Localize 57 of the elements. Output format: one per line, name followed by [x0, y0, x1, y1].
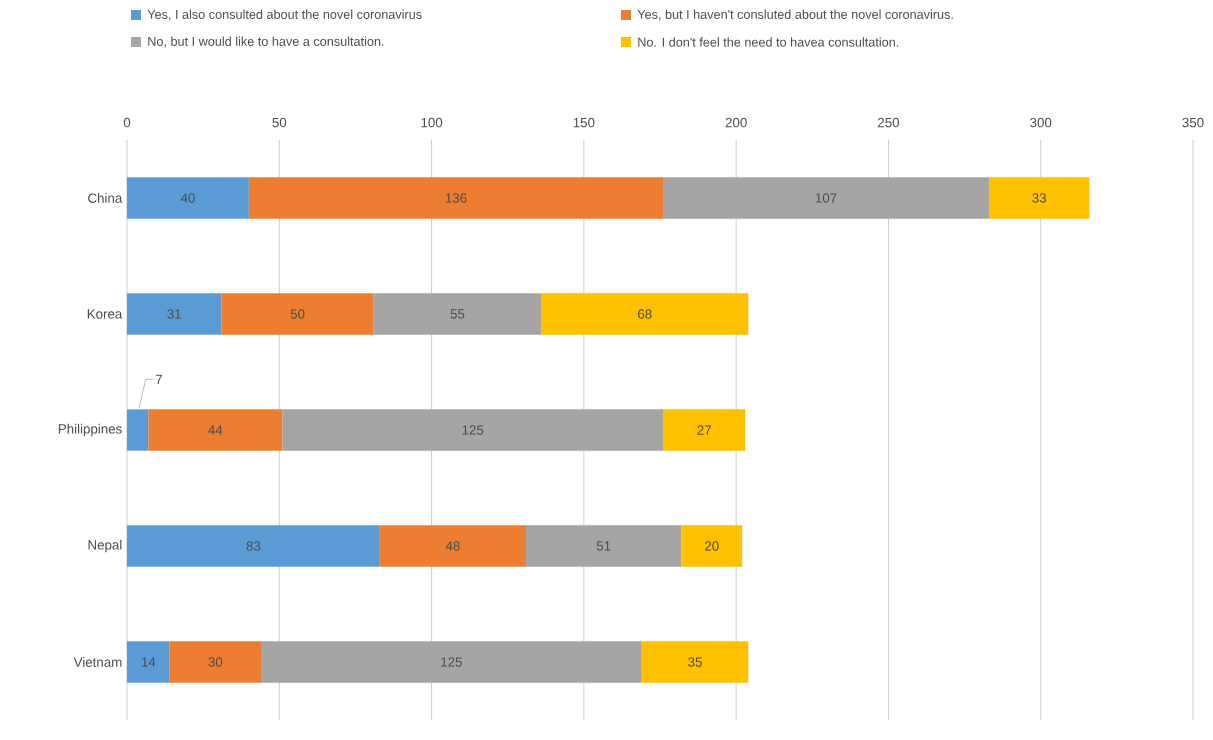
y-tick-label: Korea [87, 309, 123, 319]
data-label: 48 [445, 541, 460, 551]
y-tick-label: Vietnam [73, 657, 122, 667]
data-label: 125 [441, 657, 462, 667]
data-label: 27 [697, 425, 711, 435]
bar [525, 525, 682, 567]
data-label: 51 [596, 541, 611, 551]
y-tick-label: Nepal [88, 539, 122, 553]
y-tick-label: China [88, 193, 123, 203]
data-label: 31 [167, 309, 181, 319]
bar [641, 641, 749, 683]
x-tick-label: 100 [421, 117, 443, 128]
bar [261, 641, 642, 683]
bar [169, 641, 262, 683]
bar [373, 293, 542, 335]
bar [988, 177, 1090, 219]
y-tick-label: Philippines [58, 423, 122, 437]
data-label: 83 [246, 541, 261, 551]
data-label: 44 [208, 425, 223, 435]
x-tick-label: 250 [877, 117, 900, 128]
bar [248, 177, 664, 219]
bar [681, 525, 743, 567]
data-label: 55 [450, 309, 465, 319]
data-label: 125 [462, 425, 484, 435]
bar [148, 409, 283, 451]
data-label: 68 [638, 309, 652, 319]
x-tick-label: 300 [1030, 117, 1052, 128]
legend-label: No, but I would like to have a consultation. [148, 36, 384, 48]
legend-label: No. I don't feel the need to havea consultation. [638, 37, 899, 47]
legend-label: Yes, but I haven't consluted about the novel coronavirus. [637, 9, 953, 21]
bar [663, 177, 989, 219]
bar [282, 409, 664, 451]
x-tick-label: 150 [573, 117, 595, 128]
bar [663, 409, 746, 451]
x-tick-label: 350 [1182, 117, 1204, 128]
bar [541, 293, 749, 335]
x-tick-label: 0 [123, 117, 131, 128]
data-label: 107 [815, 193, 837, 203]
x-tick-label: 200 [725, 117, 747, 128]
bar [127, 641, 170, 683]
bar [127, 409, 149, 451]
data-label: 33 [1032, 193, 1047, 203]
bar [127, 293, 222, 335]
data-label: 7 [155, 374, 163, 384]
data-label: 136 [445, 193, 467, 203]
data-label: 50 [290, 309, 305, 319]
bar [379, 525, 526, 567]
data-label: 20 [705, 541, 719, 551]
data-label: 35 [688, 657, 702, 667]
data-label: 30 [208, 657, 223, 667]
x-tick-label: 50 [272, 117, 287, 128]
bar [221, 293, 374, 335]
bar [127, 525, 380, 567]
legend-label: Yes, I also consulted about the novel coronavirus [147, 9, 422, 21]
data-label: 40 [180, 193, 195, 203]
bar [127, 177, 249, 219]
data-label: 14 [141, 657, 156, 667]
